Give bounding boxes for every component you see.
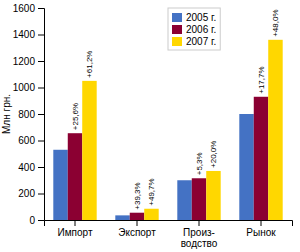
bar xyxy=(144,209,158,220)
chart: 0 200 400 600 800 1000 1200 1400 1600 Импорт Экспо… xyxy=(0,0,300,252)
tick-label-line: Рынок xyxy=(246,227,276,238)
tick-mark xyxy=(199,220,200,226)
annotation: +5,3% xyxy=(195,152,204,175)
annotations: +25,6% +39,3% +5,3% +17,7% +61,2% +49,7% +20,0… xyxy=(71,9,280,209)
tick: Экспорт xyxy=(118,220,156,238)
tick: 200 xyxy=(18,188,44,199)
bars xyxy=(53,40,282,220)
tick: 1400 xyxy=(13,29,44,40)
axis-line xyxy=(45,221,293,227)
tick-label: 0 xyxy=(29,215,35,226)
tick: Импорт xyxy=(58,220,93,238)
tick: 1200 xyxy=(13,56,44,67)
legend-item: 2006 г. xyxy=(172,24,216,35)
bar xyxy=(130,213,144,220)
tick: 800 xyxy=(18,109,44,120)
tick: 1000 xyxy=(13,82,44,93)
tick-label: 600 xyxy=(18,135,35,146)
bar xyxy=(254,97,268,220)
legend-label: 2006 г. xyxy=(186,24,216,35)
tick-label: 400 xyxy=(18,162,35,173)
tick: 0 xyxy=(29,215,44,226)
tick-label: 800 xyxy=(18,109,35,120)
tick: 600 xyxy=(18,135,44,146)
legend-item: 2005 г. xyxy=(172,12,216,23)
annotation: +17,7% xyxy=(257,66,266,93)
bar xyxy=(53,150,67,220)
legend-label: 2007 г. xyxy=(186,36,216,47)
tick: Произ-водство xyxy=(181,220,218,249)
tick: Рынок xyxy=(246,220,276,238)
bar xyxy=(192,178,206,220)
bar xyxy=(115,215,129,220)
legend-swatch xyxy=(172,25,182,34)
bar xyxy=(239,114,253,220)
bar-series xyxy=(82,40,282,220)
tick-mark xyxy=(38,194,44,195)
axis-line xyxy=(38,9,45,221)
tick-label: 1200 xyxy=(13,56,36,67)
bar xyxy=(177,180,191,220)
tick-label-line: водство xyxy=(181,238,218,249)
tick-label: Рынок xyxy=(246,227,276,238)
annotation: +48,0% xyxy=(271,9,280,36)
tick-label: Произ-водство xyxy=(181,227,218,249)
plot: 0 200 400 600 800 1000 1200 1400 1600 Импорт Экспо… xyxy=(1,3,293,249)
tick-label: 200 xyxy=(18,188,35,199)
tick-mark xyxy=(38,61,44,62)
legend-swatch xyxy=(172,13,182,22)
annotation: +49,7% xyxy=(147,178,156,205)
tick-mark xyxy=(261,220,262,226)
y-axis: 0 200 400 600 800 1000 1200 1400 1600 xyxy=(13,3,45,226)
tick-label: Экспорт xyxy=(118,227,156,238)
legend-frame xyxy=(168,8,220,50)
tick-mark xyxy=(38,8,44,9)
annotation: +39,3% xyxy=(133,182,142,209)
y-axis-title: Млн грн. xyxy=(1,94,12,134)
legend-label: 2005 г. xyxy=(186,12,216,23)
tick-mark xyxy=(38,35,44,36)
bar-series xyxy=(68,97,268,220)
tick: 400 xyxy=(18,162,44,173)
legend-item: 2007 г. xyxy=(172,36,216,47)
legend-swatch xyxy=(172,37,182,46)
bar xyxy=(206,171,220,220)
tick-label-line: Произ- xyxy=(183,227,215,238)
tick-label: Импорт xyxy=(58,227,93,238)
bar xyxy=(68,133,82,220)
tick-mark xyxy=(38,88,44,89)
tick-mark xyxy=(137,220,138,226)
legend: 2005 г.2006 г.2007 г. xyxy=(168,8,220,50)
tick-mark xyxy=(38,141,44,142)
x-axis: Импорт Экспорт Произ-водство Рынок xyxy=(45,220,293,249)
tick-label: 1600 xyxy=(13,3,36,14)
annotation: +25,6% xyxy=(71,103,80,130)
tick-label: 1000 xyxy=(13,82,36,93)
tick-mark xyxy=(38,167,44,168)
tick: 1600 xyxy=(13,3,44,14)
bar xyxy=(82,81,96,220)
tick-mark xyxy=(38,220,44,221)
tick-label: 1400 xyxy=(13,29,36,40)
annotation: +20,0% xyxy=(209,141,218,168)
bar xyxy=(268,40,282,220)
tick-mark xyxy=(75,220,76,226)
tick-label-line: Экспорт xyxy=(118,227,156,238)
tick-label-line: Импорт xyxy=(58,227,93,238)
tick-mark xyxy=(38,114,44,115)
annotation: +61,2% xyxy=(85,51,94,78)
